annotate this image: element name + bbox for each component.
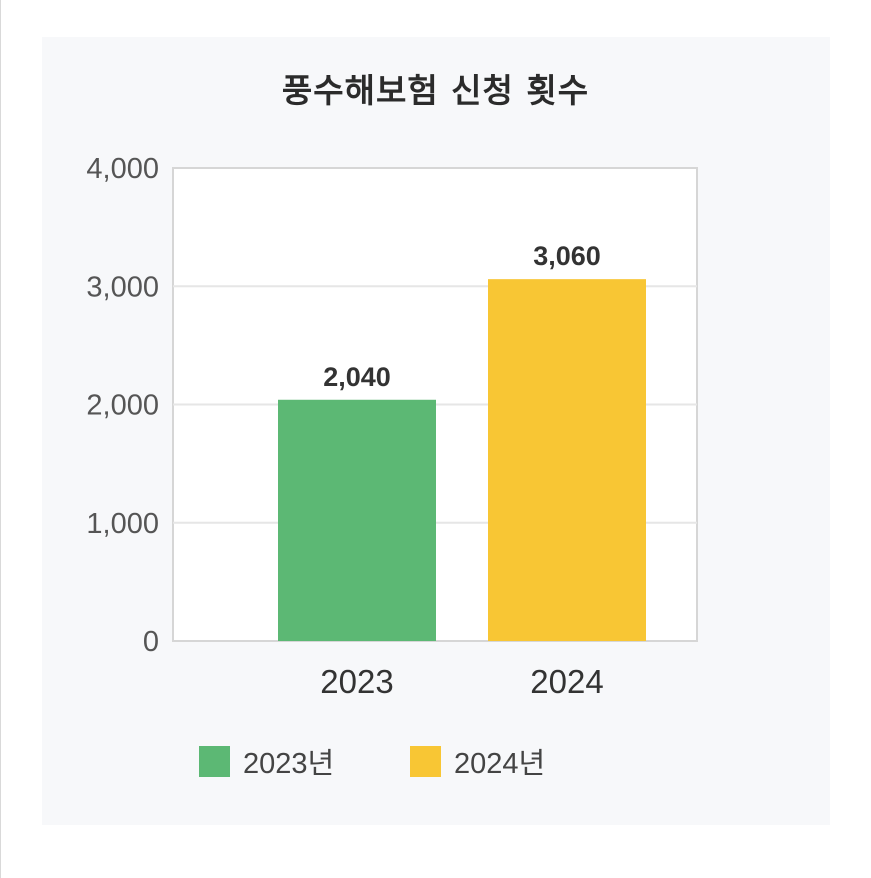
legend-item-2024[interactable]: 2024년 — [410, 741, 545, 781]
bar-2023[interactable] — [278, 399, 436, 641]
legend-label-2024: 2024년 — [454, 748, 546, 780]
legend-item-2023[interactable]: 2023년 — [199, 741, 334, 781]
bars — [278, 279, 646, 641]
legend-swatch-2024 — [410, 745, 441, 777]
legend: 2023년 2024년 — [0, 741, 871, 781]
data-labels: 2,040 3,060 — [323, 241, 601, 392]
y-tick-label: 4,000 — [86, 153, 159, 185]
y-tick-label: 1,000 — [86, 508, 159, 540]
y-tick-label: 3,000 — [86, 271, 159, 303]
y-tick-label: 2,000 — [86, 390, 159, 422]
bar-2024[interactable] — [488, 279, 646, 641]
legend-swatch-2023 — [199, 745, 230, 777]
data-label-2024: 3,060 — [533, 241, 601, 271]
page-left-border — [0, 0, 1, 878]
chart-title: 풍수해보험 신청 횟수 — [281, 71, 590, 110]
legend-label-2023: 2023년 — [243, 748, 335, 780]
y-axis-ticks: 0 1,000 2,000 3,000 4,000 — [86, 153, 159, 658]
x-tick-label: 2024 — [530, 663, 603, 700]
y-tick-label: 0 — [143, 626, 159, 658]
data-label-2023: 2,040 — [323, 362, 391, 392]
x-tick-label: 2023 — [320, 663, 393, 700]
x-axis-ticks: 2023 2024 — [320, 663, 603, 700]
